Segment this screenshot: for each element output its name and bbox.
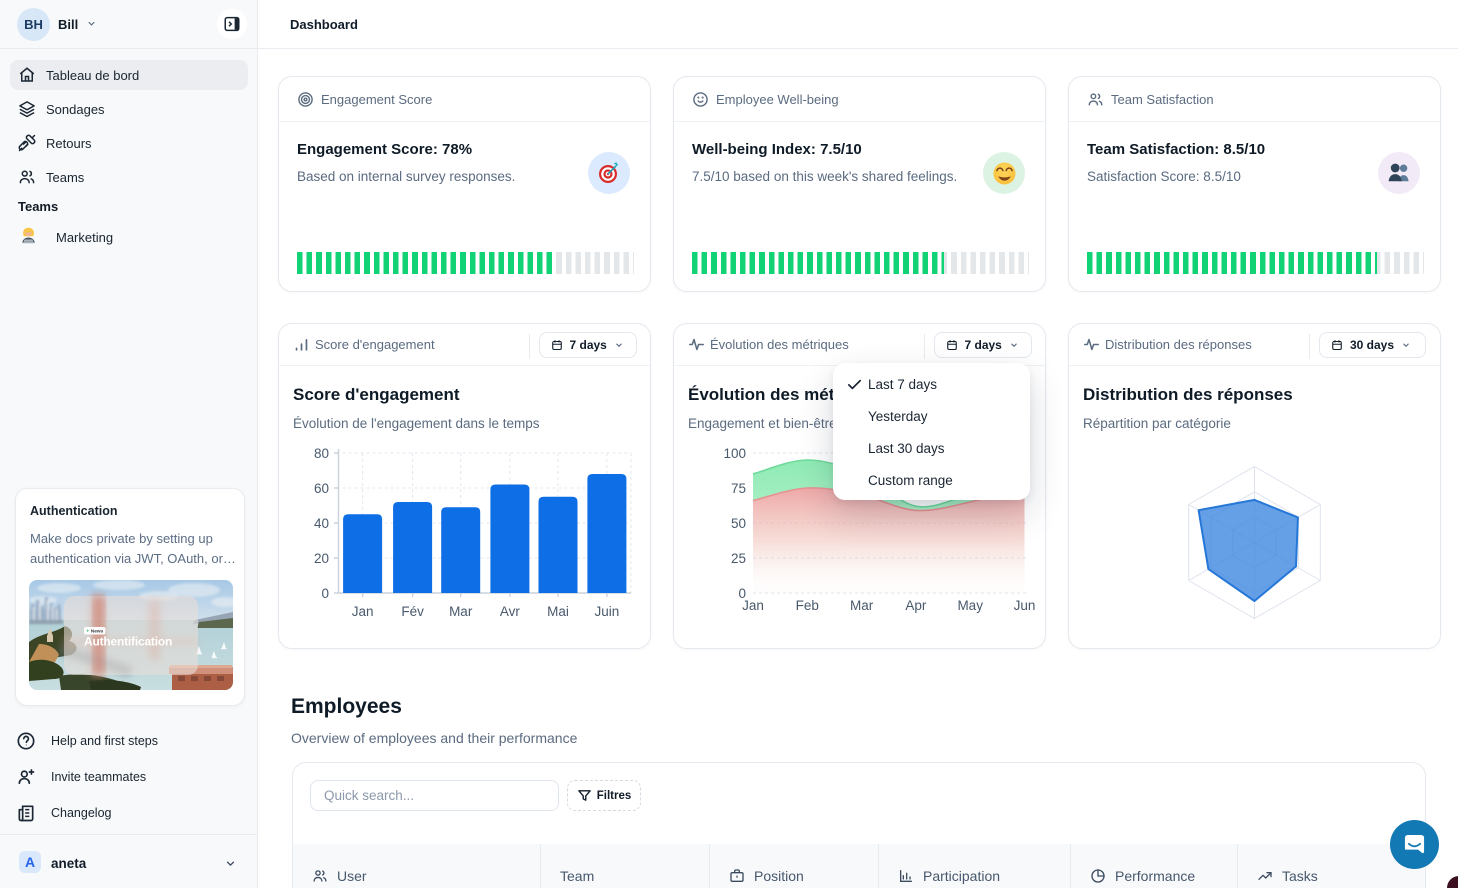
svg-text:Fév: Fév — [401, 604, 424, 619]
svg-text:40: 40 — [314, 516, 329, 531]
svg-text:Mar: Mar — [850, 598, 874, 613]
svg-text:Jan: Jan — [742, 598, 764, 613]
svg-text:80: 80 — [314, 446, 329, 461]
svg-text:Authentification: Authentification — [84, 635, 172, 649]
svg-text:Jun: Jun — [1014, 598, 1036, 613]
svg-text:Feb: Feb — [796, 598, 819, 613]
svg-text:Apr: Apr — [905, 598, 927, 613]
svg-text:50: 50 — [731, 516, 746, 531]
svg-text:Juin: Juin — [595, 604, 620, 619]
svg-text:60: 60 — [314, 481, 329, 496]
svg-text:Mai: Mai — [547, 604, 569, 619]
svg-text:Avr: Avr — [500, 604, 521, 619]
svg-text:100: 100 — [723, 446, 746, 461]
svg-text:Jan: Jan — [352, 604, 374, 619]
svg-text:May: May — [957, 598, 983, 613]
svg-text:News: News — [91, 629, 104, 635]
svg-text:Mar: Mar — [449, 604, 473, 619]
svg-text:20: 20 — [314, 551, 329, 566]
svg-text:0: 0 — [321, 586, 329, 601]
svg-text:0: 0 — [738, 586, 746, 601]
svg-text:+: + — [86, 630, 89, 635]
svg-text:75: 75 — [731, 481, 746, 496]
svg-text:25: 25 — [731, 551, 746, 566]
